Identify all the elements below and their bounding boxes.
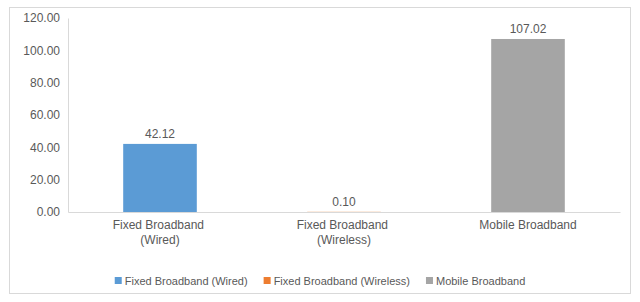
legend-swatch — [264, 277, 271, 284]
y-tick: 20.00 — [30, 173, 68, 187]
x-tick-label-line: Fixed Broadband — [113, 218, 208, 232]
y-tick-label: 80.00 — [30, 76, 60, 90]
chart-container: 0.00 20.00 40.00 60.00 80.00 100.00 120.00 Fixe… — [0, 0, 640, 302]
x-tick-label-line: (Wired) — [140, 233, 179, 247]
x-axis-line — [69, 212, 621, 213]
x-tick: Fixed Broadband (Wireless) — [297, 212, 392, 247]
y-tick-label: 100.00 — [23, 44, 60, 58]
y-tick: 40.00 — [30, 141, 68, 155]
data-label: 0.10 — [332, 195, 356, 209]
y-tick: 80.00 — [30, 76, 68, 90]
plot-area — [123, 39, 565, 212]
y-tick-label: 20.00 — [30, 173, 60, 187]
y-tick: 100.00 — [23, 44, 68, 58]
legend-label: Fixed Broadband (Wireless) — [274, 275, 410, 287]
x-tick-label-line: (Wireless) — [317, 233, 371, 247]
y-tick-label: 40.00 — [30, 141, 60, 155]
legend-item: Mobile Broadband — [426, 275, 525, 287]
legend-swatch — [115, 277, 122, 284]
legend: Fixed Broadband (Wired) Fixed Broadband (… — [115, 275, 526, 287]
legend-label: Mobile Broadband — [436, 275, 525, 287]
legend-item: Fixed Broadband (Wired) — [115, 275, 248, 287]
x-tick: Mobile Broadband — [479, 212, 576, 232]
x-tick-label: Fixed Broadband (Wired) — [113, 218, 208, 247]
bar — [491, 39, 565, 212]
x-tick-label-line: Mobile Broadband — [479, 218, 576, 232]
legend-item: Fixed Broadband (Wireless) — [264, 275, 410, 287]
legend-swatch — [426, 277, 433, 284]
y-tick: 60.00 — [30, 108, 68, 122]
legend-label: Fixed Broadband (Wired) — [125, 275, 248, 287]
y-tick: 0.00 — [37, 205, 68, 219]
y-tick-label: 60.00 — [30, 108, 60, 122]
y-axis-line — [68, 19, 69, 213]
bar — [123, 144, 197, 212]
data-label: 42.12 — [145, 127, 175, 141]
y-tick-label: 120.00 — [23, 11, 60, 25]
chart-svg: 0.00 20.00 40.00 60.00 80.00 100.00 120.00 Fixe… — [0, 0, 640, 302]
y-axis: 0.00 20.00 40.00 60.00 80.00 100.00 120.00 — [23, 11, 68, 219]
bar — [307, 211, 381, 212]
x-tick-label-line: Fixed Broadband — [297, 218, 392, 232]
data-label: 107.02 — [510, 22, 547, 36]
data-labels: 42.12 0.10 107.02 — [145, 22, 547, 209]
x-tick-label: Fixed Broadband (Wireless) — [297, 218, 392, 247]
x-tick: Fixed Broadband (Wired) — [113, 212, 208, 247]
y-tick: 120.00 — [23, 11, 68, 25]
chart-frame — [10, 8, 631, 294]
x-tick-label: Mobile Broadband — [479, 218, 576, 232]
x-axis: Fixed Broadband (Wired)Fixed Broadband (… — [69, 212, 621, 247]
y-tick-label: 0.00 — [37, 205, 61, 219]
